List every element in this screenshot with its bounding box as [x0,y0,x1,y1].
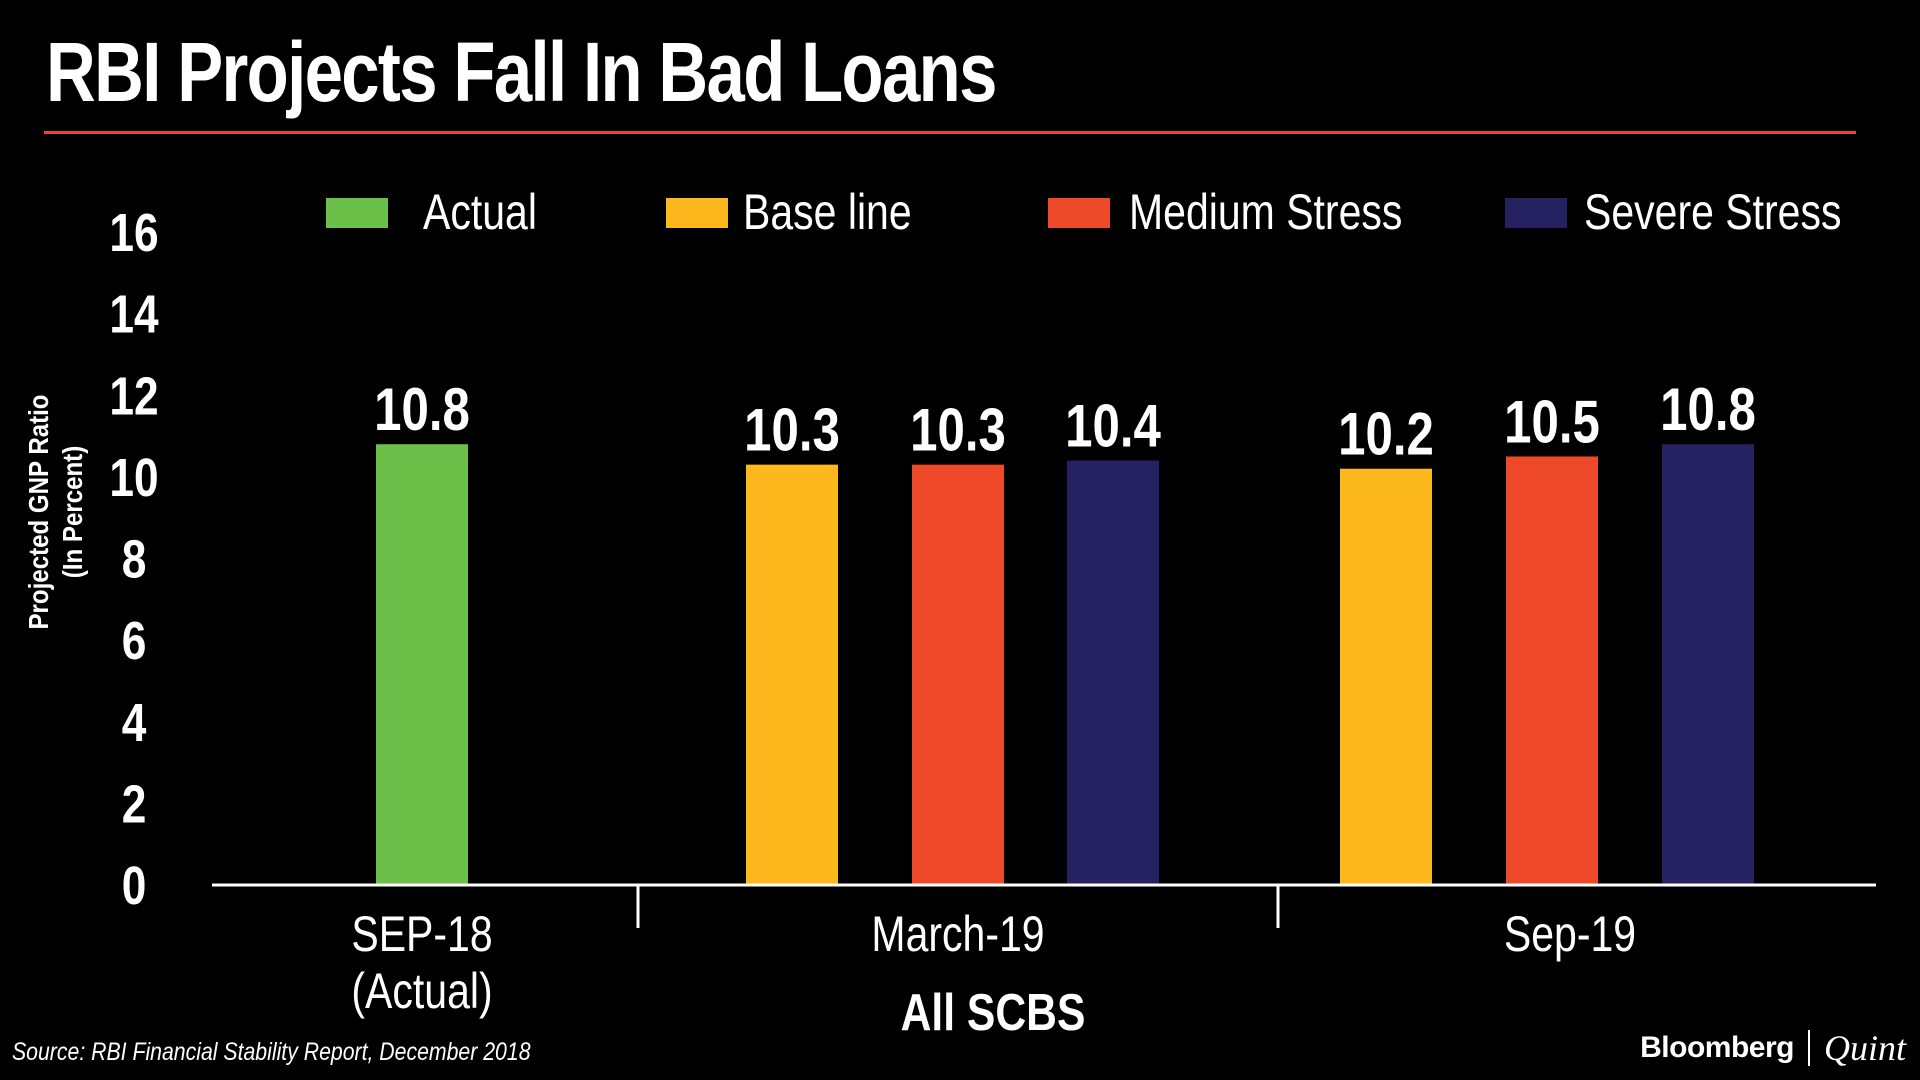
brand-quint: Quint [1823,1028,1906,1068]
x-tick-label: SEP-18 [351,906,492,962]
y-tick-label: 12 [109,366,158,426]
bar [1067,460,1159,885]
bar [1340,468,1432,885]
bar-value-label: 10.3 [744,396,840,464]
bar [376,444,468,885]
chart-title: RBI Projects Fall In Bad Loans [46,25,997,119]
bars [376,444,1754,885]
y-axis-label-line: Projected GNP Ratio [22,394,54,629]
y-tick-label: 6 [122,611,147,671]
bar-value-labels: 10.8 10.3 10.3 10.4 10.2 10.5 10.8 [374,376,1756,468]
bar [1662,444,1754,885]
y-axis-label-line: (In Percent) [56,446,88,578]
x-axis-label: All SCBS [901,984,1086,1042]
y-tick-label: 8 [122,529,147,589]
source-note: Source: RBI Financial Stability Report, … [12,1038,531,1066]
bar-value-label: 10.5 [1504,388,1600,456]
y-axis-ticks: 0 2 4 6 8 10 12 14 16 [109,203,159,916]
brand-logo: Bloomberg Quint [1640,1028,1906,1068]
bar-value-label: 10.8 [1660,376,1756,444]
title-divider [44,131,1856,134]
brand-bloomberg: Bloomberg [1640,1031,1794,1064]
x-tick-label: (Actual) [351,963,492,1019]
legend-swatch [666,198,728,228]
bar-value-label: 10.2 [1338,400,1434,468]
x-tick-label: March-19 [871,906,1044,962]
bar [1506,456,1598,885]
bar [912,464,1004,885]
y-tick-label: 14 [109,285,159,345]
bar-value-label: 10.4 [1065,392,1161,460]
legend-label: Severe Stress [1584,184,1841,240]
chart-legend: Actual Base line Medium Stress Severe Stres… [326,184,1841,240]
y-tick-label: 10 [109,448,158,508]
legend-label: Actual [423,184,537,240]
bar [746,464,838,885]
legend-swatch [1505,198,1567,228]
legend-swatch [326,198,388,228]
brand-separator [1807,1030,1810,1066]
y-tick-label: 2 [122,774,147,834]
x-tick-label: Sep-19 [1504,906,1636,962]
legend-label: Medium Stress [1129,184,1402,240]
y-tick-label: 4 [122,693,147,753]
bar-value-label: 10.8 [374,376,470,444]
legend-label: Base line [743,184,912,240]
bar-value-label: 10.3 [910,396,1006,464]
y-axis-label: Projected GNP Ratio (In Percent) [22,394,88,629]
y-tick-label: 0 [122,856,147,916]
legend-swatch [1048,198,1110,228]
x-axis: SEP-18(Actual) March-19 Sep-19 All SCBS [212,883,1876,1042]
y-tick-label: 16 [109,203,158,263]
